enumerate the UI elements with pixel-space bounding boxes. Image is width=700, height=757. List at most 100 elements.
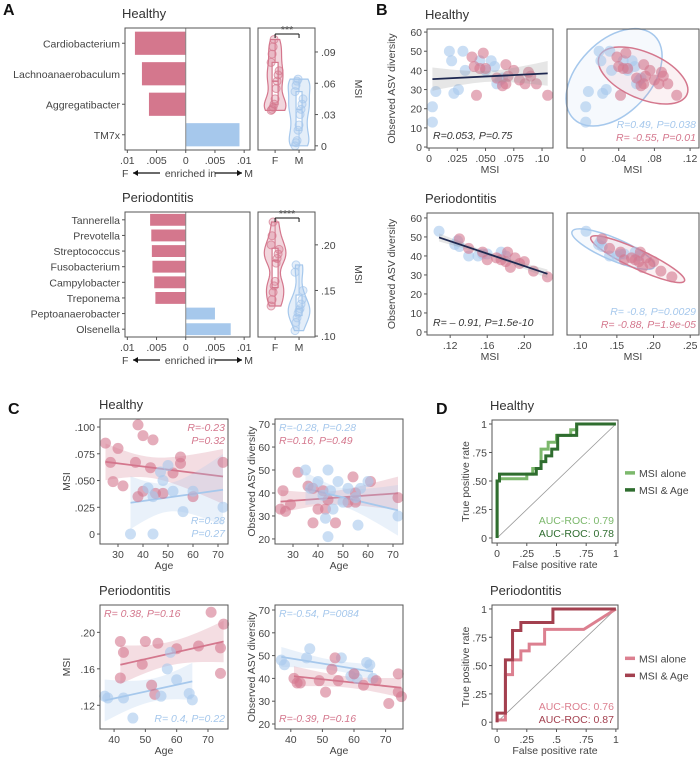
violin-point-F [266,240,276,250]
y-tick-label: 60 [258,628,270,640]
x-tick-label: .01 [120,155,135,167]
scatter-point-F [112,442,124,454]
x-tick-label: .075 [504,153,525,165]
x-tick-label: 50 [162,549,174,561]
scatter-point-F [330,517,341,529]
scatter-point-M [362,476,374,487]
auc-label: AUC-ROC: 0.79 [539,515,614,527]
bar-aggregatibacter [148,92,186,116]
roc-chart-frame [491,419,619,544]
scatter-point-M [162,460,174,472]
scatter-chart-frame [566,28,700,149]
scatter-point-M [278,659,290,671]
left-arrowhead-icon [133,357,138,363]
scatter-point-M [337,496,349,508]
x-tick-label: 40 [312,549,324,561]
scatter-point-M [127,712,139,724]
scatter-point-F [504,261,516,273]
scatter-chart-frame [426,212,554,336]
scatter-point-M [446,55,458,67]
bar-chart-frame [124,27,251,151]
scatter-point-M [147,528,159,540]
category-label: Aggregatibacter [46,99,121,111]
y-tick-label: 30 [258,511,270,523]
scatter-point-M [582,85,594,97]
scatter-point-F [117,480,129,492]
scatter-point-M [186,694,198,706]
violin-point-M [298,285,308,295]
y-tick-label: .20 [80,627,95,639]
correlation-annotation-M: R=-0.54, P=0084 [279,608,359,620]
x-axis-label: Age [330,745,349,757]
scatter-point-M [332,476,344,487]
scatter-point-F [530,78,542,90]
y-tick-label: .025 [75,502,96,514]
x-tick-label: 30 [287,549,299,561]
violin-point-F [270,276,280,286]
x-tick-label: 0 [183,342,189,354]
scatter-point-M [125,528,136,540]
bar-olsenella [185,323,231,336]
scatter-point-F [644,64,656,76]
scatter-point-F [320,686,332,698]
scatter-point-M [142,482,154,494]
correlation-annotation-F: R=0.16, P=0.49 [279,435,353,447]
x-tick-label: .12 [443,340,458,352]
scatter-point-F [332,675,344,687]
bar-peptoanaerobacter [185,307,215,320]
scatter-point-M [187,485,199,497]
x-tick-label: M [295,155,304,167]
panel-label: A [3,2,15,19]
y-axis-label: Observed ASV diversity [386,218,398,329]
scatter-point-M [364,659,376,671]
x-tick-label: .25 [519,734,534,746]
violin-point-F [266,57,276,67]
bar-lachnoanaerobaculum [141,62,186,86]
scatter-point-F [596,233,608,245]
bar-prevotella [151,229,186,242]
scatter-point-M [392,510,404,522]
category-label: Peptoanaerobacter [31,309,121,321]
y-tick-label: .50 [472,476,487,488]
x-tick-label: .005 [146,342,167,354]
scatter-point-F [481,254,493,266]
correlation-annotation-F: R= -0.55, P=0.01 [616,132,696,144]
y-tick-label: .75 [472,447,487,459]
x-axis-label: MSI [481,164,500,176]
x-tick-label: F [272,342,278,354]
violin-point-F [269,34,279,44]
y-tick-label: 40 [410,65,422,77]
roc-curve-msi-age [495,422,616,538]
y-axis-label: True positive rate [460,441,472,522]
scatter-point-F [348,668,360,680]
scatter-point-M [593,45,605,57]
y-tick-label: 20 [258,719,270,731]
x-tick-label: .16 [480,340,495,352]
correlation-annotation: R=0.053, P=0.75 [433,130,513,142]
scatter-point-F [662,78,674,90]
correlation-annotation-M: R=0.28 [191,515,225,527]
scatter-point-M [430,85,442,97]
violin-chart-frame [257,27,316,151]
y-tick-label: 60 [410,27,422,39]
auc-label: AUC-ROC: 0.76 [539,701,614,713]
group-M-fit-line [281,656,374,673]
y-tick-label: 70 [258,605,270,617]
category-label: Treponema [67,293,120,305]
x-tick-label: .005 [146,155,167,167]
legend-label: MSI & Age [639,485,689,497]
x-axis-label: False positive rate [512,559,597,571]
y-tick-label: 0 [481,717,487,729]
scatter-point-F [175,457,186,469]
x-tick-label: .050 [475,153,496,165]
x-tick-label: .10 [573,340,588,352]
y-tick-label: 40 [410,251,422,263]
x-tick-label: 50 [140,734,152,746]
chart-title: Healthy [122,6,167,21]
x-tick-label: .08 [647,153,662,165]
x-tick-label: 70 [212,549,224,561]
scatter-point-F [277,485,289,497]
correlation-annotation-F: R=-0.39, P=0.16 [279,713,356,725]
x-tick-label: .01 [237,342,252,354]
